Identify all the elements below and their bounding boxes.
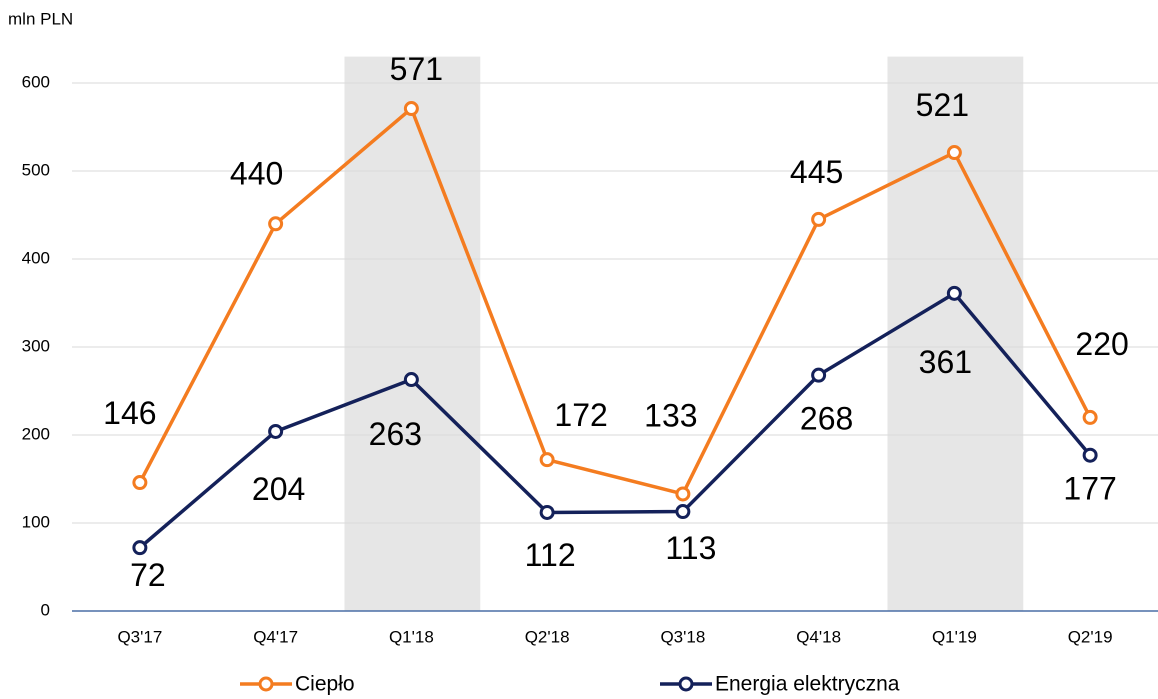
point-marker (811, 211, 827, 227)
point-marker (539, 452, 555, 468)
data-label: 204 (252, 471, 305, 507)
point-marker (675, 486, 691, 502)
y-tick-label: 600 (22, 72, 50, 91)
x-tick-label: Q1'19 (932, 627, 977, 646)
x-tick-label: Q2'19 (1068, 627, 1113, 646)
data-label: 146 (103, 395, 156, 431)
y-tick-label: 0 (41, 600, 50, 619)
data-label: 112 (525, 537, 576, 573)
point-marker (268, 216, 284, 232)
point-marker (403, 372, 419, 388)
y-tick-label: 200 (22, 424, 50, 443)
point-marker (1082, 447, 1098, 463)
legend-label: Energia elektryczna (715, 673, 900, 696)
point-marker (675, 504, 691, 520)
x-tick-label: Q2'18 (525, 627, 570, 646)
legend-marker (258, 676, 274, 692)
data-label: 220 (1075, 326, 1128, 362)
point-marker (539, 504, 555, 520)
data-label: 268 (800, 401, 853, 437)
point-marker (946, 285, 962, 301)
legend-label: Ciepło (295, 673, 355, 696)
data-label: 361 (919, 344, 972, 380)
point-marker (1082, 409, 1098, 425)
shaded-band (344, 56, 481, 612)
point-marker (946, 145, 962, 161)
data-label: 521 (916, 87, 969, 123)
legend-marker (678, 676, 694, 692)
x-tick-label: Q3'18 (660, 627, 705, 646)
y-axis-label: mln PLN (8, 9, 73, 28)
point-marker (132, 475, 148, 491)
point-marker (811, 367, 827, 383)
data-label: 445 (790, 154, 843, 190)
data-label: 172 (554, 397, 607, 433)
point-marker (403, 101, 419, 117)
data-label: 72 (130, 557, 166, 593)
data-label: 113 (665, 530, 716, 566)
y-tick-label: 100 (22, 512, 50, 531)
shaded-band (887, 56, 1024, 612)
data-label: 263 (369, 416, 422, 452)
x-tick-label: Q4'18 (796, 627, 841, 646)
series-line (138, 291, 1092, 549)
series-line (138, 106, 1092, 496)
y-tick-label: 500 (22, 160, 50, 179)
data-label: 571 (390, 51, 443, 87)
x-tick-label: Q4'17 (253, 627, 298, 646)
data-label: 440 (230, 155, 283, 191)
point-marker (132, 540, 148, 556)
x-tick-label: Q3'17 (117, 627, 162, 646)
data-label: 177 (1063, 471, 1116, 507)
point-marker (268, 423, 284, 439)
x-tick-label: Q1'18 (389, 627, 434, 646)
y-tick-label: 400 (22, 248, 50, 267)
data-label: 133 (644, 397, 697, 433)
y-tick-label: 300 (22, 336, 50, 355)
